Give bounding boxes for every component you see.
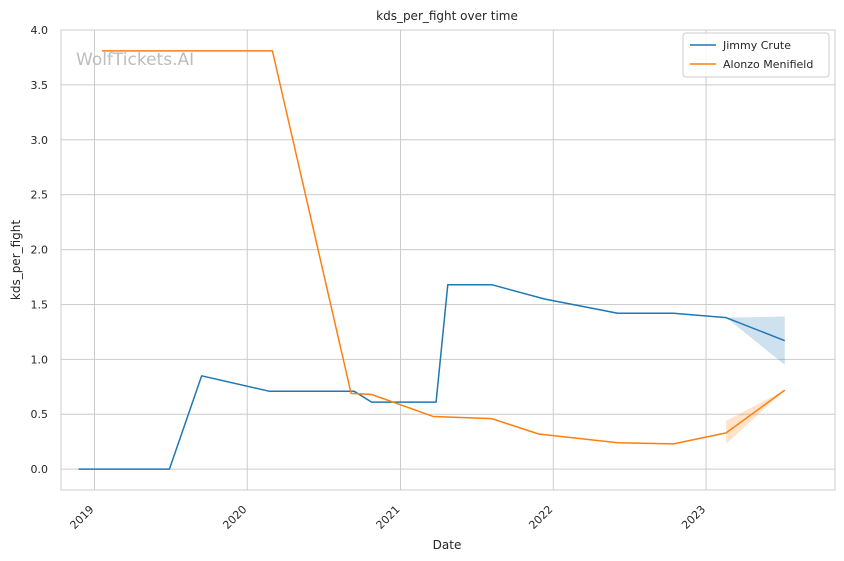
grid-layer	[61, 29, 835, 490]
series-line	[102, 50, 786, 445]
confidence-band	[726, 390, 785, 444]
legend: Jimmy Crute Alonzo Menifield	[682, 32, 830, 78]
y-tick-label: 0.0	[31, 463, 49, 476]
confidence-band-layer	[726, 316, 785, 444]
y-tick-label: 2.0	[31, 244, 49, 257]
x-tick-label: 2020	[220, 503, 249, 532]
y-tick-label: 1.5	[31, 298, 49, 311]
series-line	[78, 283, 786, 470]
series-line-layer	[78, 50, 786, 470]
x-tick-label: 2019	[68, 503, 97, 532]
chart-title: kds_per_fight over time	[376, 9, 518, 23]
watermark: WolfTickets.AI	[76, 50, 194, 70]
plot-frame	[60, 29, 836, 491]
y-axis-title: kds_per_fight	[9, 220, 23, 301]
y-tick-label: 1.0	[31, 353, 49, 366]
y-tick-label: 2.5	[31, 189, 49, 202]
x-tick-label: 2023	[679, 503, 708, 532]
legend-box	[682, 32, 830, 78]
x-tick-label: 2022	[526, 503, 555, 532]
x-tick-labels: 2019 2020 2021 2022 2023	[68, 503, 709, 532]
legend-label: Jimmy Crute	[722, 39, 791, 52]
y-tick-label: 3.0	[31, 134, 49, 147]
y-tick-label: 4.0	[31, 24, 49, 37]
y-tick-label: 3.5	[31, 79, 49, 92]
y-tick-label: 0.5	[31, 408, 49, 421]
y-tick-labels: 0.0 0.5 1.0 1.5 2.0 2.5 3.0 3.5 4.0	[31, 24, 49, 476]
x-tick-label: 2021	[374, 503, 403, 532]
x-axis-title: Date	[433, 538, 462, 552]
confidence-band	[726, 316, 785, 365]
legend-label: Alonzo Menifield	[723, 58, 813, 71]
